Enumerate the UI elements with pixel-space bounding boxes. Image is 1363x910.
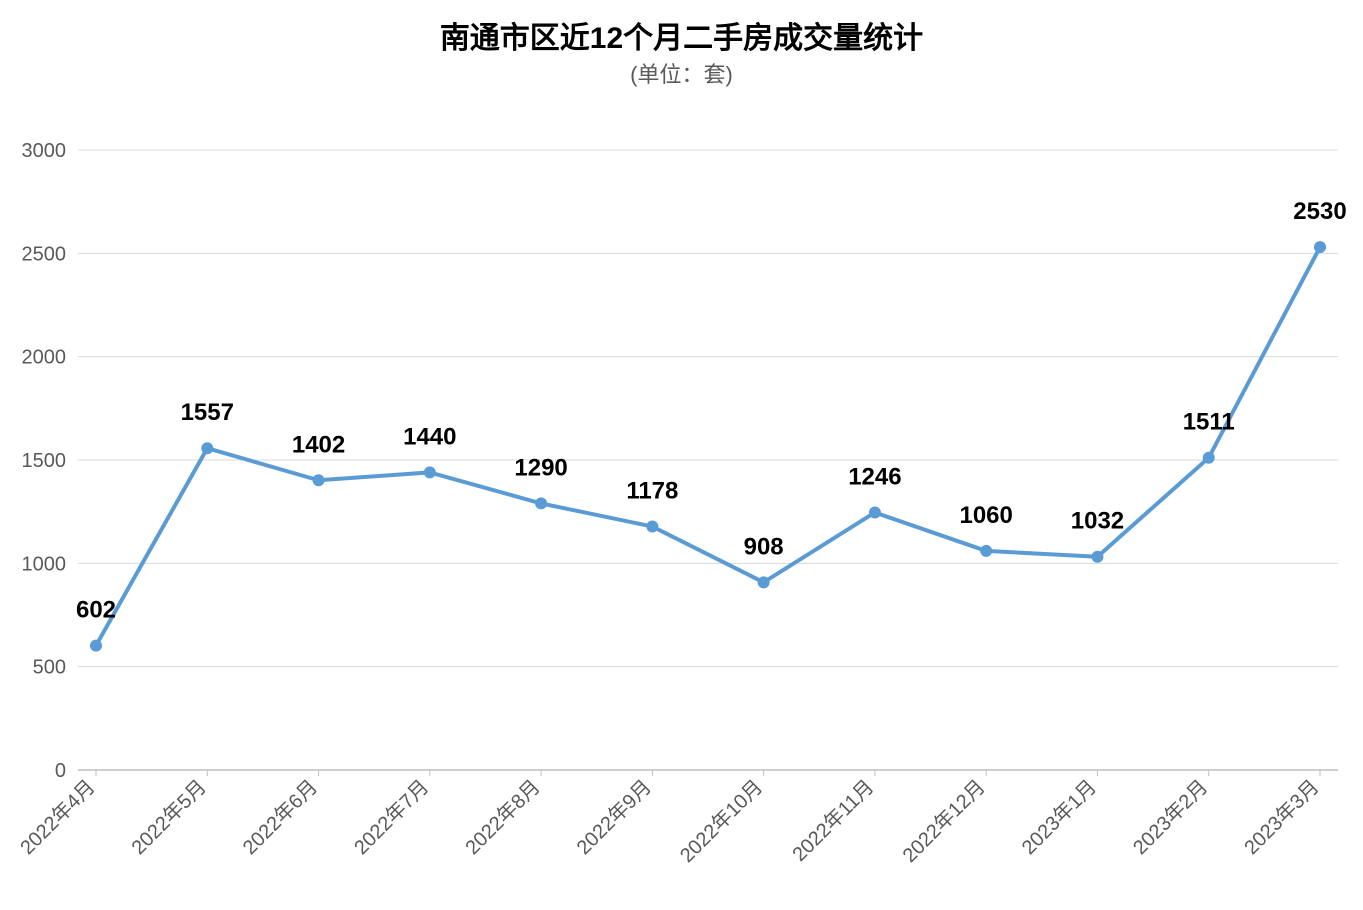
- series-marker: [313, 474, 325, 486]
- series-marker: [535, 497, 547, 509]
- chart-svg: 南通市区近12个月二手房成交量统计 (单位：套) 0 500 1000 1500 2000 2…: [0, 0, 1363, 910]
- data-label: 1246: [848, 463, 901, 490]
- x-tick-label: 2022年10月: [675, 775, 767, 867]
- chart-title: 南通市区近12个月二手房成交量统计: [440, 21, 923, 55]
- x-tick-label: 2023年1月: [1017, 775, 1101, 859]
- data-label: 1557: [181, 399, 234, 426]
- data-label: 1060: [959, 502, 1012, 529]
- series-marker: [424, 466, 436, 478]
- series-marker: [1314, 241, 1326, 253]
- x-tick-label: 2022年5月: [127, 775, 211, 859]
- y-tick-label: 3000: [22, 140, 67, 162]
- chart-container: 南通市区近12个月二手房成交量统计 (单位：套) 0 500 1000 1500 2000 2…: [0, 0, 1363, 910]
- y-tick-label: 0: [55, 760, 66, 782]
- series-marker: [1203, 452, 1215, 464]
- data-label: 908: [744, 533, 784, 560]
- x-tick-label: 2022年7月: [349, 775, 433, 859]
- series-marker: [758, 576, 770, 588]
- y-tick-label: 2000: [22, 347, 67, 369]
- y-tick-label: 500: [33, 657, 66, 679]
- data-label: 1032: [1071, 508, 1124, 535]
- data-label: 1290: [514, 454, 567, 481]
- data-label: 1178: [626, 478, 678, 505]
- series-marker: [201, 442, 213, 454]
- series-marker: [646, 521, 658, 533]
- data-label: 2530: [1293, 198, 1346, 225]
- series-marker: [1091, 551, 1103, 563]
- x-tick-label: 2022年12月: [898, 775, 990, 867]
- data-label: 602: [76, 597, 116, 624]
- x-tick-label: 2022年8月: [461, 775, 545, 859]
- x-tick-label: 2022年4月: [16, 775, 100, 859]
- x-tick-label: 2022年9月: [572, 775, 656, 859]
- x-tick-label: 2022年6月: [238, 775, 322, 859]
- y-tick-label: 1000: [22, 553, 67, 575]
- x-tick-label: 2022年11月: [788, 775, 879, 866]
- x-tick-label: 2023年2月: [1128, 775, 1212, 859]
- data-label: 1440: [403, 423, 456, 450]
- series-marker: [90, 640, 102, 652]
- series-line: [96, 247, 1320, 645]
- data-label: 1511: [1183, 409, 1235, 436]
- data-label: 1402: [292, 431, 345, 458]
- series-marker: [980, 545, 992, 557]
- series-marker: [869, 506, 881, 518]
- chart-subtitle: (单位：套): [630, 62, 733, 87]
- y-tick-label: 1500: [22, 450, 67, 472]
- y-tick-label: 2500: [22, 243, 67, 265]
- x-tick-label: 2023年3月: [1240, 775, 1324, 859]
